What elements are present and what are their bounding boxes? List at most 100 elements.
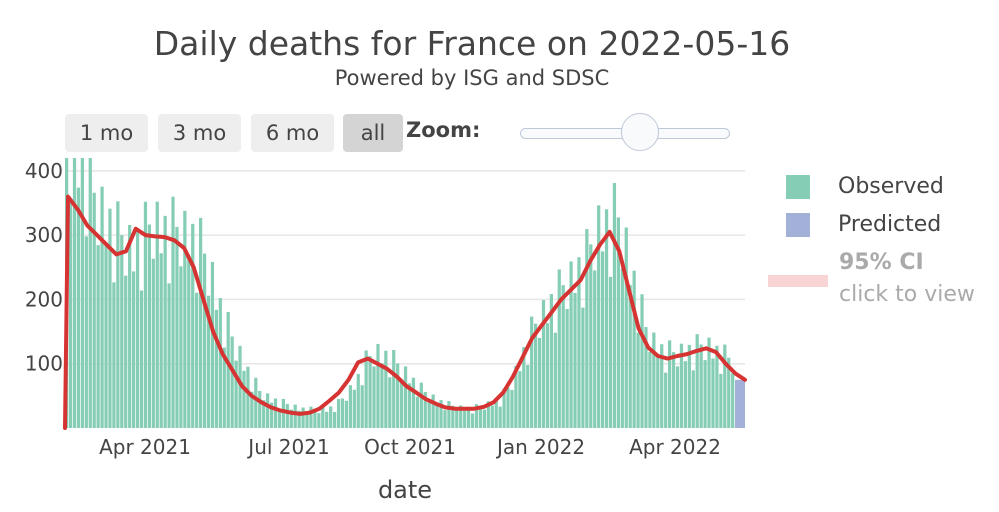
observed-bar: [400, 379, 404, 428]
observed-bar: [668, 340, 672, 428]
observed-bar: [159, 253, 163, 428]
observed-bar: [277, 408, 282, 428]
observed-bar: [715, 345, 719, 428]
y-tick-label: 300: [25, 223, 63, 247]
observed-bar: [628, 285, 632, 428]
observed-bar: [297, 410, 301, 428]
observed-bar: [652, 332, 656, 428]
observed-bar: [96, 245, 100, 428]
observed-bar: [502, 388, 506, 428]
observed-bar: [206, 295, 211, 428]
observed-bar: [175, 226, 179, 428]
observed-bar: [108, 208, 112, 428]
observed-bar: [695, 334, 699, 428]
observed-bar: [254, 377, 258, 428]
observed-bar: [534, 323, 538, 428]
observed-bar: [135, 232, 140, 428]
zoom-label: Zoom:: [406, 118, 481, 142]
observed-bar: [731, 373, 735, 428]
observed-bar: [128, 224, 132, 428]
observed-bar: [624, 227, 628, 428]
observed-bar: [392, 349, 396, 428]
observed-bar: [238, 345, 242, 428]
observed-bar: [486, 401, 490, 428]
observed-bar: [553, 332, 557, 428]
observed-bar: [155, 201, 159, 428]
observed-bar: [120, 235, 124, 428]
observed-bar: [707, 337, 711, 428]
observed-bar: [443, 410, 447, 428]
observed-bar: [340, 398, 345, 428]
observed-bar: [727, 357, 731, 428]
observed-bar: [191, 223, 195, 428]
observed-bar: [474, 404, 479, 428]
observed-bar: [585, 229, 589, 428]
chart-title: Daily deaths for France on 2022-05-16: [153, 24, 791, 63]
observed-bar: [84, 236, 88, 428]
observed-bar: [360, 385, 364, 428]
observed-bar: [407, 383, 412, 428]
legend-label-observed: Observed: [838, 174, 944, 199]
observed-bar: [112, 282, 116, 428]
observed-bar: [222, 347, 226, 428]
observed-bar: [250, 391, 254, 428]
observed-bar: [139, 290, 144, 428]
observed-bar: [530, 316, 534, 428]
predicted-swatch: [786, 212, 810, 237]
observed-bar: [455, 410, 459, 428]
observed-bar: [498, 406, 502, 428]
x-tick-label: Apr 2021: [99, 435, 191, 459]
observed-bar: [132, 271, 136, 428]
observed-bar: [218, 297, 222, 428]
observed-bar: [636, 332, 640, 428]
observed-bar: [230, 336, 234, 428]
observed-bar: [537, 337, 542, 428]
observed-bar: [258, 390, 262, 428]
x-tick-label: Jul 2021: [246, 435, 329, 459]
observed-bar: [577, 257, 581, 428]
chart-subtitle: Powered by ISG and SDSC: [334, 66, 610, 90]
observed-bar: [289, 409, 293, 428]
observed-bar: [664, 372, 668, 428]
observed-bar: [644, 327, 648, 428]
observed-bar: [545, 323, 550, 428]
legend-ci-hint[interactable]: click to view: [839, 282, 975, 307]
observed-bar: [356, 373, 360, 428]
range-button-6-months[interactable]: 6 mo: [251, 114, 334, 152]
observed-bar: [234, 360, 238, 428]
observed-bar: [640, 294, 644, 428]
observed-bar: [124, 275, 128, 428]
observed-bar: [281, 398, 285, 428]
observed-bar: [269, 402, 274, 428]
observed-bar: [522, 347, 526, 428]
range-button-1-month[interactable]: 1 mo: [65, 114, 148, 152]
observed-bar: [632, 270, 636, 428]
predicted-bars: [735, 379, 745, 428]
observed-bar: [463, 410, 467, 428]
observed-bar: [100, 186, 104, 428]
observed-bar: [679, 343, 684, 428]
observed-bar: [699, 344, 703, 428]
observed-bar: [336, 399, 341, 428]
zoom-slider-handle[interactable]: [621, 113, 659, 151]
observed-bar: [711, 358, 715, 428]
observed-bar: [372, 366, 376, 428]
legend-item-predicted[interactable]: Predicted: [786, 212, 941, 237]
legend-label-ci[interactable]: 95% CI: [839, 250, 924, 275]
x-axis-title: date: [377, 476, 433, 504]
observed-bar: [549, 294, 553, 428]
observed-bar: [451, 405, 455, 428]
observed-bar: [285, 403, 289, 428]
legend-item-observed[interactable]: Observed: [786, 174, 944, 199]
observed-bar: [72, 158, 77, 428]
range-button-3-months[interactable]: 3 mo: [158, 114, 241, 152]
legend-label-predicted: Predicted: [838, 212, 942, 237]
ci-swatch[interactable]: [768, 275, 828, 287]
observed-bar: [329, 406, 333, 428]
range-button-all[interactable]: all: [343, 114, 403, 152]
observed-bar: [368, 356, 372, 428]
observed-bar: [561, 285, 565, 428]
observed-bar: [415, 396, 419, 428]
observed-bar: [569, 261, 573, 428]
y-tick-label: 200: [25, 287, 63, 311]
